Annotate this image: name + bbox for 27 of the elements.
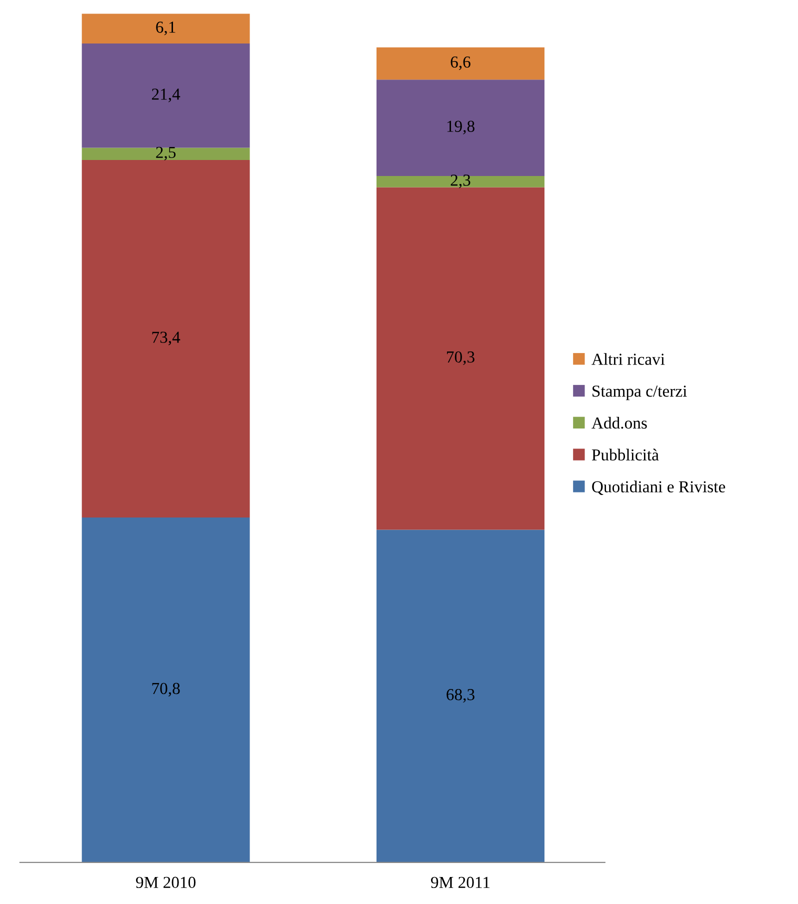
bar bbox=[82, 44, 250, 148]
bar bbox=[376, 176, 544, 188]
data-label: 6,1 bbox=[156, 22, 176, 36]
bar bbox=[82, 14, 250, 44]
x-tick-label: 9M 2011 bbox=[431, 876, 490, 888]
bar bbox=[82, 160, 250, 518]
data-label: 2,5 bbox=[156, 146, 176, 160]
legend-label: Pubblicità bbox=[592, 448, 659, 461]
legend-label: Altri ricavi bbox=[592, 353, 665, 365]
legend-label: Add.ons bbox=[592, 416, 647, 429]
data-label: 19,8 bbox=[447, 120, 474, 134]
bar bbox=[82, 518, 250, 862]
legend-label: Stampa c/terzi bbox=[592, 386, 687, 400]
data-label: 70,3 bbox=[447, 351, 474, 366]
data-label: 68,3 bbox=[446, 688, 474, 703]
bar bbox=[376, 80, 544, 176]
data-label: 6,6 bbox=[450, 56, 470, 70]
data-label: 21,4 bbox=[152, 88, 180, 102]
bar bbox=[376, 530, 544, 862]
bar bbox=[376, 187, 544, 530]
bar bbox=[82, 148, 250, 160]
data-label: 70,8 bbox=[152, 682, 180, 697]
data-label: 73,4 bbox=[152, 332, 180, 346]
bar bbox=[376, 47, 544, 80]
data-label: 2,3 bbox=[450, 174, 470, 188]
x-tick-label: 9M 2010 bbox=[136, 876, 196, 888]
legend-label: Quotidiani e Riviste bbox=[592, 480, 726, 495]
